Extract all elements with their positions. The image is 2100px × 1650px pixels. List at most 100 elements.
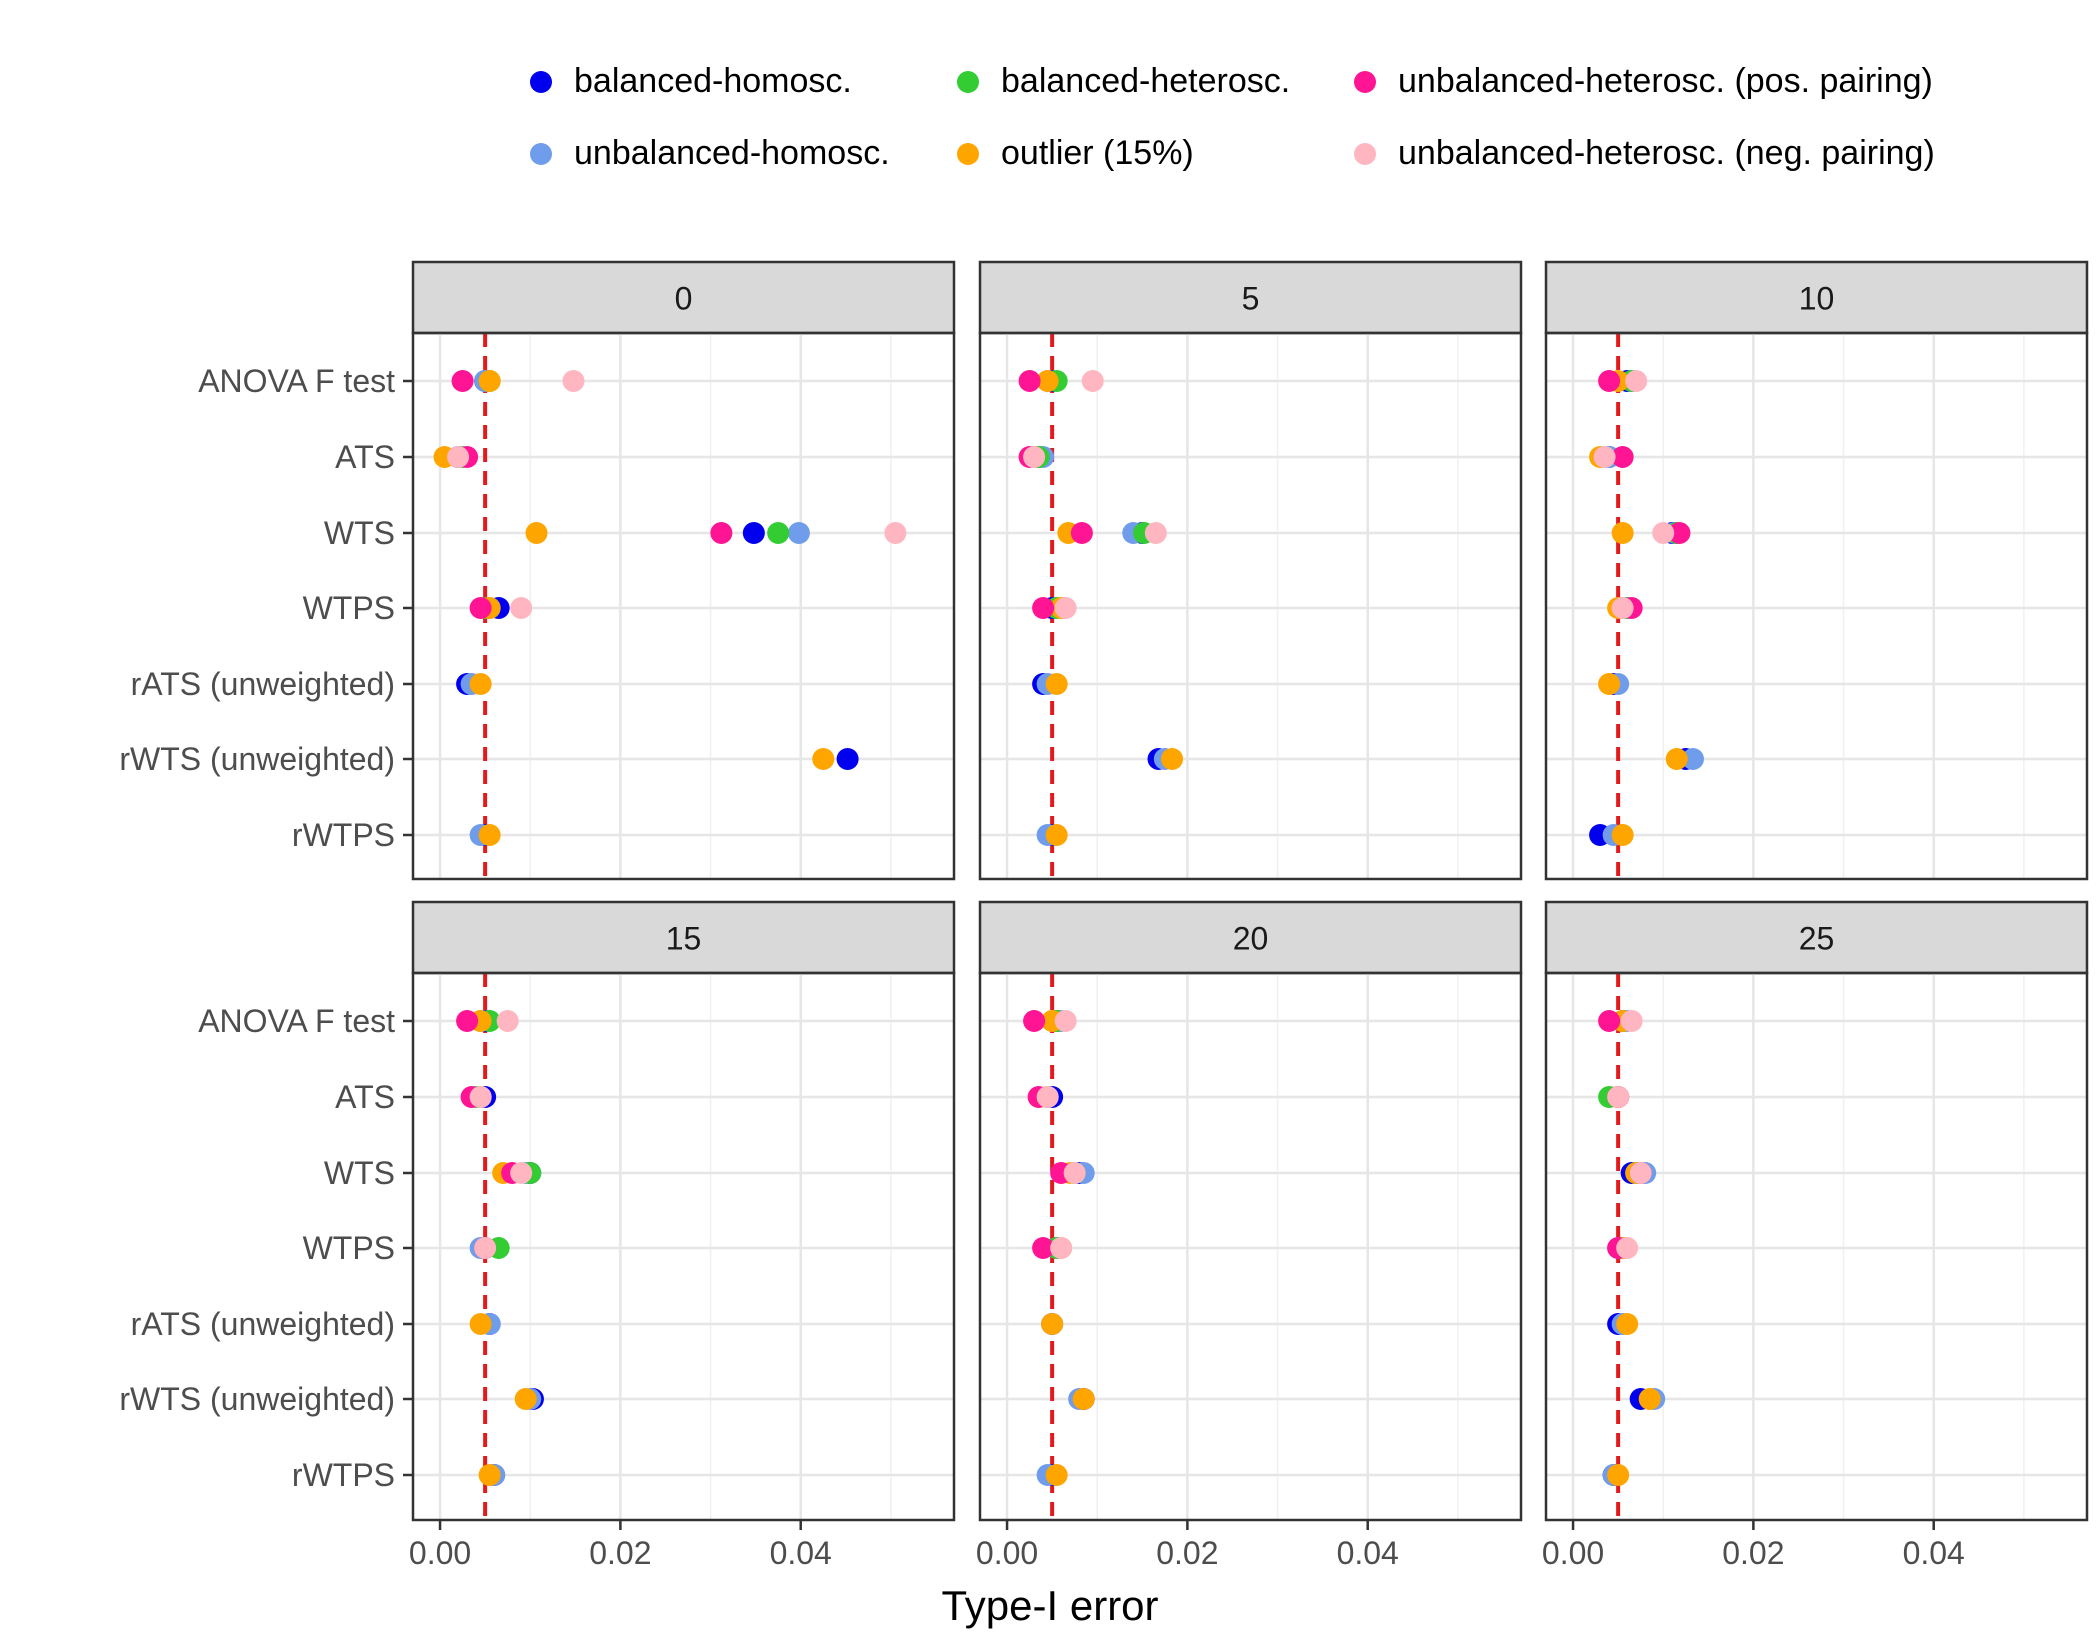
panel-title: 10: [1799, 281, 1835, 317]
y-tick-label: WTS: [324, 1155, 395, 1191]
point-unbalanced-heterosc-pos-pairing: [1070, 522, 1093, 544]
point-unbalanced-heterosc-pos-pairing: [710, 522, 733, 544]
y-tick-label: rWTPS: [292, 1457, 395, 1493]
point-unbalanced-heterosc-neg-pairing: [1607, 1086, 1630, 1108]
point-unbalanced-heterosc-neg-pairing: [1620, 1010, 1643, 1032]
point-outlier-15: [1616, 1313, 1639, 1335]
point-unbalanced-homosc: [1681, 748, 1704, 770]
panel-strip: [978, 900, 1523, 975]
point-unbalanced-heterosc-neg-pairing: [1616, 1237, 1639, 1259]
point-outlier-15: [469, 673, 492, 695]
point-outlier-15: [1045, 673, 1068, 695]
point-balanced-heterosc: [767, 522, 790, 544]
panel-border: [1544, 331, 2089, 881]
panel-title: 0: [675, 281, 693, 317]
x-tick-label: 0.02: [1156, 1535, 1218, 1571]
point-outlier-15: [1041, 1313, 1064, 1335]
point-unbalanced-heterosc-pos-pairing: [1018, 370, 1041, 392]
point-outlier-15: [1045, 1464, 1068, 1486]
legend-label-balanced-homosc: balanced-homosc.: [574, 62, 852, 100]
panel-strip: [1544, 260, 2089, 335]
point-unbalanced-heterosc-neg-pairing: [1050, 1237, 1073, 1259]
y-tick-label: WTPS: [303, 590, 395, 626]
point-outlier-15: [469, 1313, 492, 1335]
panel-15: 15 ANOVA F test ATS WTS WTPS rATS (unweighted…: [119, 900, 956, 1571]
point-unbalanced-heterosc-neg-pairing: [1611, 597, 1634, 619]
point-unbalanced-heterosc-neg-pairing: [474, 1237, 497, 1259]
x-tick-label: 0.04: [770, 1535, 832, 1571]
panel-10: 10: [1544, 260, 2089, 881]
point-unbalanced-heterosc-pos-pairing: [1032, 1237, 1055, 1259]
y-tick-label: rWTS (unweighted): [119, 1381, 395, 1417]
point-unbalanced-heterosc-pos-pairing: [1598, 1010, 1621, 1032]
legend-swatch-unbalanced-heterosc-neg: [1354, 142, 1376, 165]
panel-border: [978, 971, 1523, 1522]
legend-item-unbalanced-heterosc-pos: unbalanced-heterosc. (pos. pairing): [1354, 62, 1933, 101]
point-unbalanced-heterosc-neg-pairing: [1063, 1162, 1086, 1184]
point-unbalanced-heterosc-neg-pairing: [1081, 370, 1104, 392]
legend-swatch-outlier: [957, 142, 979, 165]
point-unbalanced-heterosc-pos-pairing: [1598, 370, 1621, 392]
point-unbalanced-heterosc-neg-pairing: [510, 1162, 533, 1184]
point-outlier-15: [1665, 748, 1688, 770]
y-tick-label: ANOVA F test: [198, 1003, 395, 1039]
panel-5: 5: [978, 260, 1523, 881]
point-unbalanced-heterosc-neg-pairing: [1054, 597, 1077, 619]
panel-title: 5: [1242, 281, 1260, 317]
point-balanced-homosc: [742, 522, 765, 544]
point-outlier-15: [525, 522, 548, 544]
panel-title: 20: [1233, 921, 1269, 957]
legend-label-unbalanced-homosc: unbalanced-homosc.: [574, 134, 890, 172]
panel-25: 25 0.00 0.02 0.04: [1542, 900, 2089, 1571]
point-unbalanced-heterosc-pos-pairing: [1023, 1010, 1046, 1032]
point-unbalanced-heterosc-neg-pairing: [1036, 1086, 1059, 1108]
y-tick-label: rWTS (unweighted): [119, 741, 395, 777]
point-unbalanced-heterosc-neg-pairing: [469, 1086, 492, 1108]
legend-item-unbalanced-heterosc-neg: unbalanced-heterosc. (neg. pairing): [1354, 134, 1935, 173]
panel-strip: [978, 260, 1523, 335]
point-outlier-15: [1611, 522, 1634, 544]
point-unbalanced-heterosc-neg-pairing: [447, 446, 470, 468]
legend-label-outlier: outlier (15%): [1001, 134, 1194, 172]
point-unbalanced-heterosc-neg-pairing: [1625, 370, 1648, 392]
point-unbalanced-heterosc-neg-pairing: [1144, 522, 1167, 544]
panel-border: [1544, 971, 2089, 1522]
x-tick-label: 0.00: [409, 1535, 471, 1571]
y-tick-label: ATS: [335, 1079, 395, 1115]
point-outlier-15: [1598, 673, 1621, 695]
legend-swatch-balanced-heterosc: [957, 70, 979, 93]
x-tick-label: 0.02: [589, 1535, 651, 1571]
x-tick-label: 0.04: [1337, 1535, 1399, 1571]
legend-swatch-balanced-homosc: [530, 70, 552, 93]
point-unbalanced-heterosc-pos-pairing: [1032, 597, 1055, 619]
x-tick-label: 0.00: [1542, 1535, 1604, 1571]
point-unbalanced-heterosc-pos-pairing: [451, 370, 474, 392]
point-outlier-15: [1045, 824, 1068, 846]
panel-0: 0 ANOVA F test ATS WTS WTPS rATS (unweighted)…: [119, 260, 956, 881]
point-outlier-15: [478, 370, 501, 392]
legend-swatch-unbalanced-homosc: [530, 142, 552, 165]
point-unbalanced-heterosc-neg-pairing: [496, 1010, 519, 1032]
point-outlier-15: [478, 1464, 501, 1486]
point-unbalanced-heterosc-pos-pairing: [1611, 446, 1634, 468]
panel-border: [411, 331, 956, 881]
point-unbalanced-heterosc-neg-pairing: [884, 522, 907, 544]
point-outlier-15: [1072, 1388, 1095, 1410]
point-outlier-15: [1607, 1464, 1630, 1486]
point-outlier-15: [1611, 824, 1634, 846]
y-tick-label: rATS (unweighted): [131, 666, 395, 702]
legend-label-balanced-heterosc: balanced-heterosc.: [1001, 62, 1291, 100]
legend: balanced-homosc. unbalanced-homosc. bala…: [530, 58, 2030, 188]
point-unbalanced-heterosc-neg-pairing: [1652, 522, 1675, 544]
point-outlier-15: [1036, 370, 1059, 392]
legend-label-unbalanced-heterosc-pos: unbalanced-heterosc. (pos. pairing): [1398, 62, 1933, 100]
panel-20: 20 0.00 0.02 0.04: [976, 900, 1523, 1571]
point-unbalanced-heterosc-neg-pairing: [1023, 446, 1046, 468]
legend-item-balanced-homosc: balanced-homosc.: [530, 62, 852, 101]
panel-border: [978, 331, 1523, 881]
panel-strip: [1544, 900, 2089, 975]
panel-strip: [411, 900, 956, 975]
legend-item-balanced-heterosc: balanced-heterosc.: [957, 62, 1290, 101]
point-unbalanced-homosc: [787, 522, 810, 544]
